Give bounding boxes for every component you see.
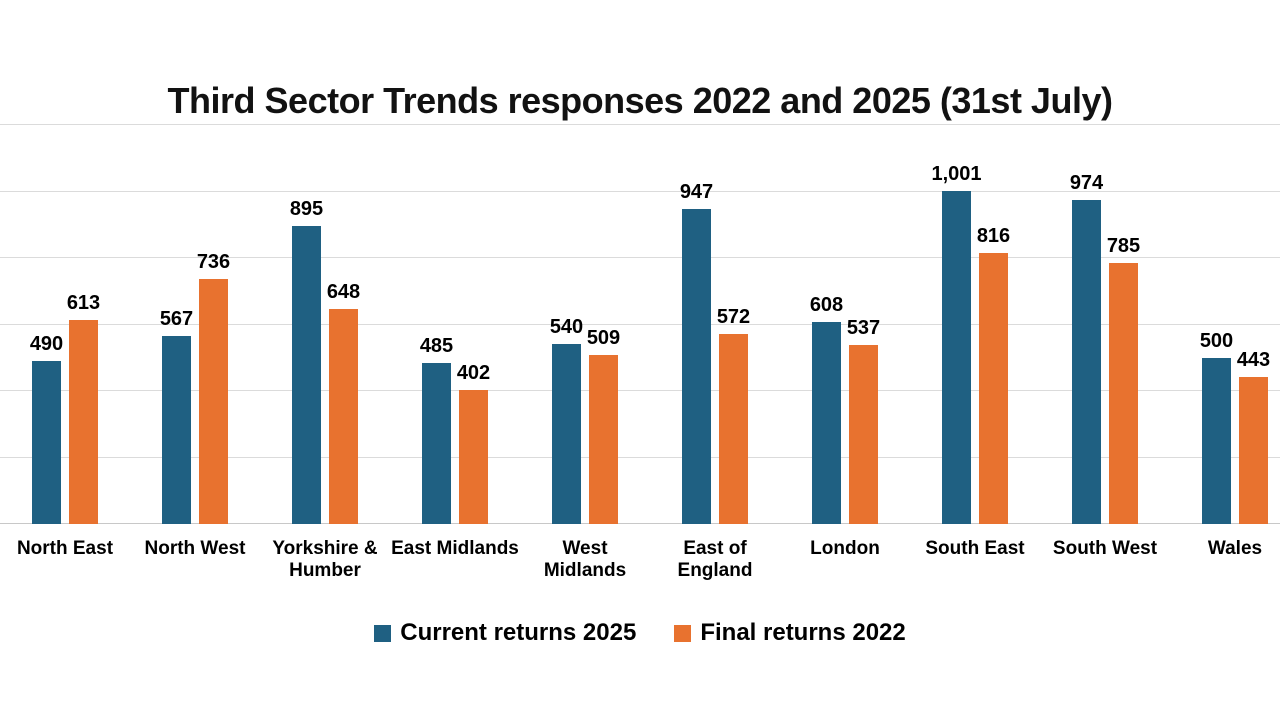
bar-group: 540 509 — [520, 125, 650, 524]
legend-swatch-icon — [374, 624, 392, 642]
gridline — [0, 190, 1280, 192]
bar-group: 490 613 — [0, 125, 130, 524]
x-axis-label-line: England — [677, 560, 753, 581]
data-label: 537 — [846, 317, 881, 340]
data-label: 490 — [29, 333, 64, 356]
x-axis-label-line: Midlands — [543, 560, 627, 581]
data-label: 785 — [1106, 235, 1141, 257]
bar-current-2025 — [682, 209, 711, 524]
bar-current-2025 — [292, 226, 321, 524]
bar-current-2025 — [162, 335, 191, 524]
bar-final-2022 — [849, 345, 878, 524]
bar-group: 895 648 — [260, 125, 390, 524]
x-axis-label-line: South East — [925, 538, 1025, 559]
gridline — [0, 456, 1280, 458]
bar-current-2025 — [1072, 200, 1101, 524]
bar-final-2022 — [1109, 263, 1138, 524]
x-axis-label-line: London — [810, 538, 880, 559]
data-label: 500 — [1199, 329, 1234, 352]
bar-group: 1,001 816 — [910, 125, 1040, 524]
x-axis-label-line: South West — [1052, 538, 1158, 559]
data-label: 485 — [419, 334, 454, 357]
gridline — [0, 323, 1280, 325]
x-axis-label-line: Wales — [1207, 538, 1263, 559]
bar-final-2022 — [589, 354, 618, 524]
x-axis-label: East of England — [650, 538, 780, 582]
data-label: 736 — [196, 251, 231, 274]
x-axis-label: North East — [0, 538, 130, 560]
bar-current-2025 — [812, 321, 841, 524]
x-axis-line — [0, 523, 1280, 524]
data-label: 572 — [716, 305, 751, 328]
bar-group: 500 443 — [1170, 125, 1280, 524]
legend-item: Current returns 2025 — [374, 619, 636, 647]
bar-group: 947 572 — [650, 125, 780, 524]
gridline — [0, 257, 1280, 258]
bar-final-2022 — [69, 320, 98, 524]
data-label: 613 — [66, 292, 101, 315]
bar-final-2022 — [979, 252, 1008, 524]
legend-item: Final returns 2022 — [674, 619, 906, 647]
x-axis-label-line: West — [562, 538, 608, 559]
bar-current-2025 — [422, 362, 451, 524]
data-label: 895 — [289, 198, 324, 221]
x-axis-label: Wales — [1170, 538, 1280, 560]
bar-group: 567 736 — [130, 125, 260, 524]
data-label: 567 — [159, 307, 194, 330]
x-axis-label-line: North West — [144, 538, 246, 559]
legend-label: Final returns 2022 — [700, 619, 906, 646]
x-axis-label: East Midlands — [390, 538, 520, 560]
bar-group: 974 785 — [1040, 125, 1170, 524]
x-axis-label: North West — [130, 538, 260, 560]
data-label: 443 — [1236, 348, 1271, 371]
data-label: 816 — [976, 224, 1011, 247]
data-label: 648 — [326, 280, 361, 303]
x-axis-label-line: East of — [683, 538, 747, 559]
x-axis-label-line: Yorkshire & — [272, 538, 378, 559]
bar-group: 485 402 — [390, 125, 520, 524]
legend-swatch-icon — [674, 624, 692, 642]
data-label: 947 — [679, 181, 714, 204]
x-axis-label: West Midlands — [520, 538, 650, 582]
bar-current-2025 — [1202, 357, 1231, 524]
gridline — [0, 390, 1280, 391]
x-axis-label-line: Humber — [289, 560, 361, 581]
bar-final-2022 — [719, 333, 748, 524]
bar-final-2022 — [329, 308, 358, 524]
data-label: 608 — [809, 293, 844, 316]
plot-area — [0, 124, 1280, 524]
bar-current-2025 — [942, 191, 971, 524]
bar-group: 608 537 — [780, 125, 910, 524]
data-label: 402 — [456, 362, 491, 385]
x-axis-label: South East — [910, 538, 1040, 560]
bar-groups: 490 613 567 736 895 648 485 402 540 509 947 572 608 5… — [0, 125, 1280, 524]
x-axis-labels: North East North West Yorkshire & Humber Eas… — [0, 538, 1280, 598]
chart-title: Third Sector Trends responses 2022 and 2… — [167, 80, 1113, 121]
gridline — [0, 124, 1280, 125]
x-axis-label: Yorkshire & Humber — [260, 538, 390, 582]
data-label: 1,001 — [931, 163, 982, 186]
x-axis-label: South West — [1040, 538, 1170, 560]
bar-final-2022 — [1239, 376, 1268, 524]
bar-final-2022 — [459, 390, 488, 524]
x-axis-label-line: East Midlands — [391, 538, 519, 559]
bar-current-2025 — [32, 361, 61, 524]
legend: Current returns 2025 Final returns 2022 — [0, 619, 1280, 647]
data-label: 509 — [586, 326, 621, 349]
bar-current-2025 — [552, 344, 581, 524]
data-label: 974 — [1069, 172, 1104, 195]
legend-label: Current returns 2025 — [400, 619, 637, 646]
x-axis-label-line: North East — [16, 538, 114, 559]
x-axis-label: London — [780, 538, 910, 560]
bar-final-2022 — [199, 279, 228, 524]
data-label: 540 — [549, 316, 584, 339]
